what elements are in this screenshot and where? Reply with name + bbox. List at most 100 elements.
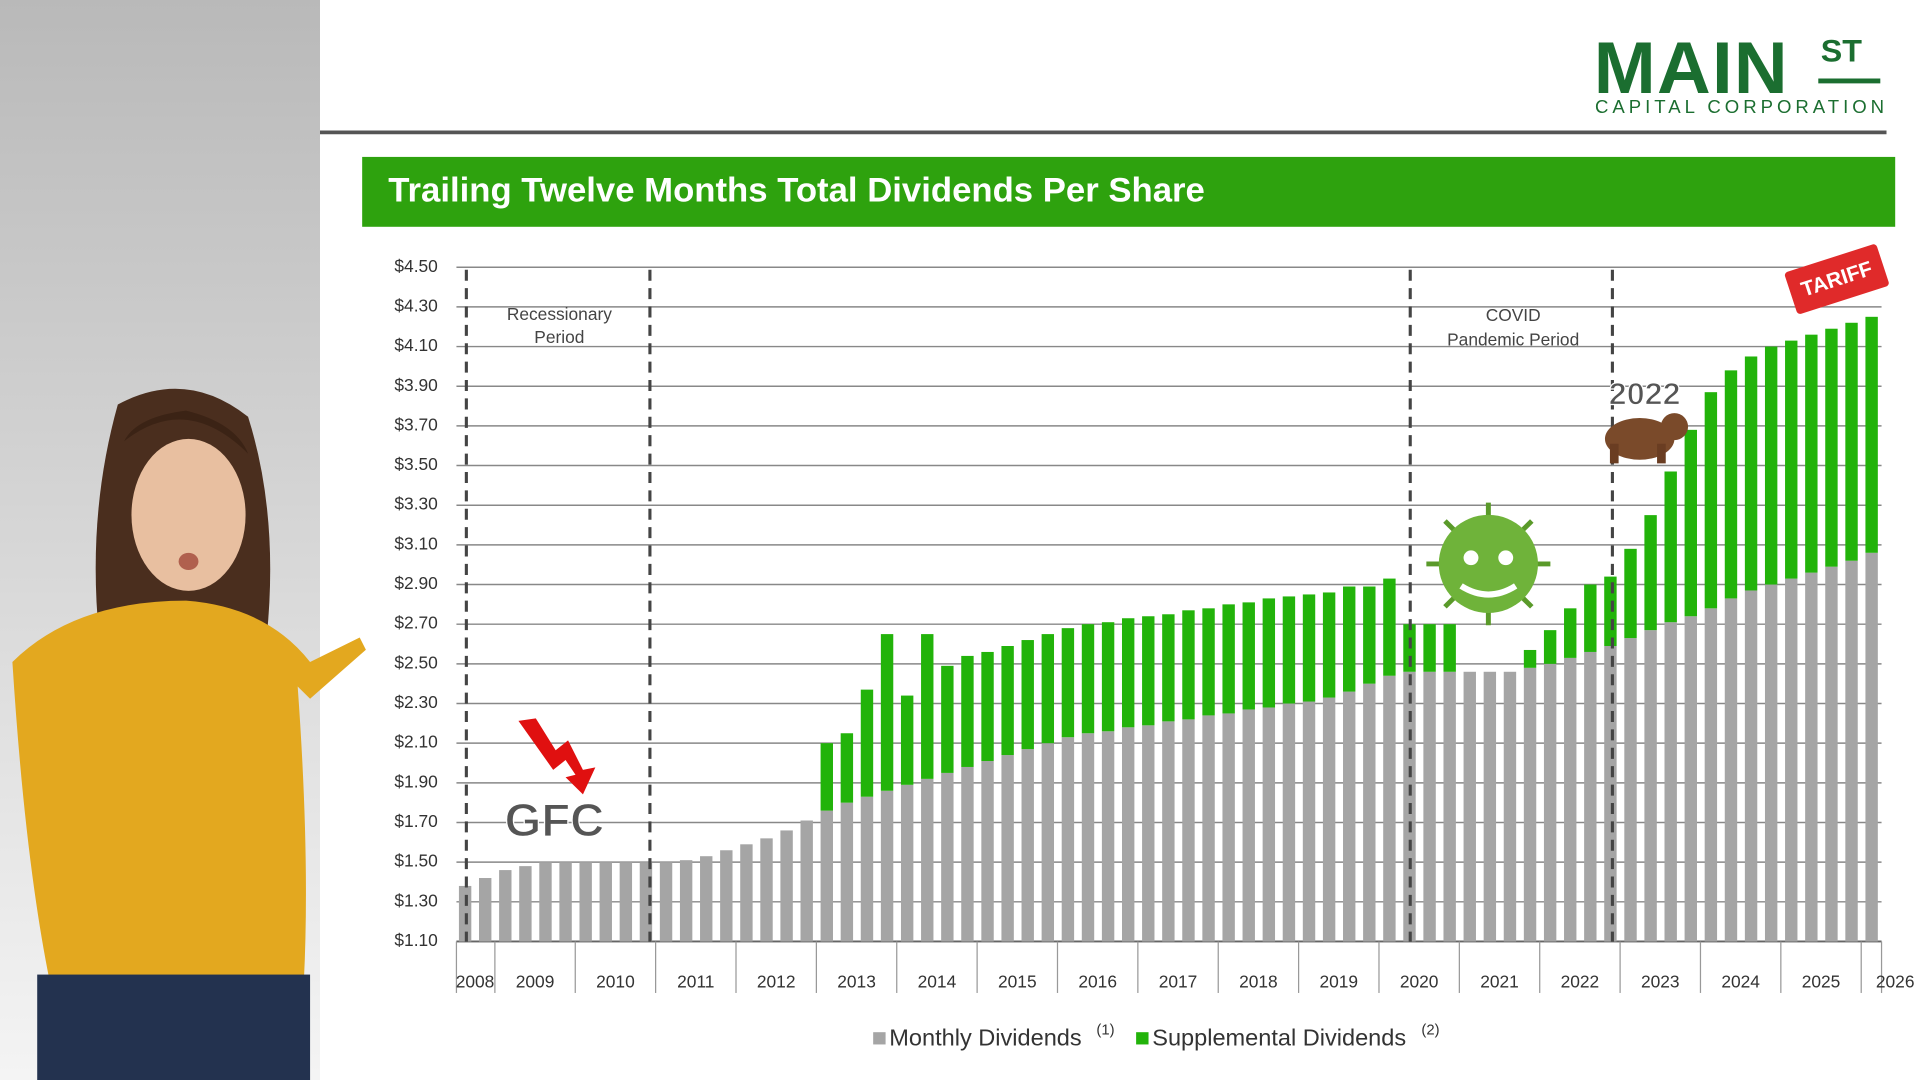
bar-segment <box>1604 646 1617 942</box>
legend: Monthly Dividends (1) Supplemental Dividen… <box>873 1023 1440 1051</box>
bar-segment <box>820 810 833 942</box>
bar-segment <box>1262 707 1276 942</box>
bar-segment <box>499 870 512 942</box>
bar-segment <box>1001 646 1014 756</box>
bar-segment <box>1322 592 1336 698</box>
bar-segment <box>1523 667 1537 942</box>
bar-segment <box>1704 392 1718 609</box>
bar-segment <box>659 862 673 942</box>
chart-title: Trailing Twelve Months Total Dividends P… <box>388 172 1205 210</box>
bar-segment <box>1182 610 1195 720</box>
bar-segment <box>1724 598 1738 942</box>
bar-segment <box>1543 630 1557 664</box>
bar-segment <box>1684 429 1697 617</box>
bar-segment <box>1744 356 1758 591</box>
y-tick-label: $1.90 <box>394 771 437 791</box>
x-tick-label: 2014 <box>918 972 957 992</box>
bar-segment <box>1343 586 1356 692</box>
y-tick-label: $4.50 <box>394 256 437 276</box>
bar-segment <box>840 802 854 942</box>
bar-segment <box>1503 671 1517 942</box>
y-tick-label: $2.50 <box>394 652 437 672</box>
y-tick-label: $1.70 <box>394 811 437 831</box>
x-tick-label: 2026 <box>1876 972 1915 992</box>
bar-segment <box>1684 616 1697 942</box>
bar-segment <box>1443 671 1456 942</box>
bar-segment <box>900 695 914 785</box>
y-tick-label: $1.30 <box>394 890 437 910</box>
y-tick-label: $2.10 <box>394 732 437 752</box>
bar-segment <box>1202 608 1215 716</box>
y-tick-label: $3.30 <box>394 494 437 514</box>
x-tick-label: 2016 <box>1078 972 1117 992</box>
x-tick-label: 2022 <box>1561 972 1600 992</box>
bar-segment <box>1443 624 1456 672</box>
bar-segment <box>1564 608 1577 658</box>
bar-segment <box>1262 598 1276 708</box>
bar-segment <box>1021 640 1034 750</box>
bar-segment <box>941 665 954 773</box>
logo-subtitle: CAPITAL CORPORATION <box>1595 96 1888 117</box>
y-tick-label: $2.30 <box>394 692 437 712</box>
y-tick-label: $4.10 <box>394 335 437 355</box>
bar-segment <box>619 862 633 942</box>
bar-segment <box>1644 515 1657 631</box>
y-tick-label: $2.70 <box>394 613 437 633</box>
bar-segment <box>1282 596 1296 704</box>
bar-segment <box>981 761 994 942</box>
annotation: 2022 <box>1609 376 1681 412</box>
bar-segment <box>1302 701 1316 942</box>
bar-segment <box>1584 584 1597 652</box>
x-tick-label: 2013 <box>837 972 876 992</box>
x-tick-label: 2018 <box>1239 972 1278 992</box>
bar-segment <box>1845 322 1858 561</box>
legend-swatch <box>1136 1032 1149 1045</box>
bar-segment <box>1483 671 1497 942</box>
bar-segment <box>1162 721 1175 942</box>
bar-segment <box>1664 471 1677 623</box>
bar-segment <box>1162 614 1175 722</box>
bar-segment <box>941 772 954 942</box>
bar-segment <box>1785 578 1798 942</box>
legend-swatch <box>873 1032 886 1045</box>
bar-segment <box>579 862 592 942</box>
logo: MAIN <box>1594 27 1789 110</box>
bar-segment <box>1744 590 1758 942</box>
bar-segment <box>1865 552 1878 942</box>
bar-segment <box>840 733 854 803</box>
x-tick-label: 2009 <box>516 972 555 992</box>
bar-segment <box>1282 703 1296 942</box>
bar-segment <box>740 844 753 942</box>
virus-icon <box>1426 502 1551 626</box>
bar-segment <box>1664 622 1677 942</box>
logo-superscript: ST <box>1821 32 1863 68</box>
bar-segment <box>1142 616 1155 726</box>
bar-segment <box>1121 727 1135 942</box>
bar-segment <box>700 856 713 942</box>
bar-segment <box>1041 743 1055 942</box>
bear-icon <box>1604 413 1689 464</box>
y-tick-label: $4.30 <box>394 296 437 316</box>
period-dividers <box>464 269 1614 942</box>
bar-segment <box>1764 346 1778 585</box>
bar-segment <box>760 838 773 942</box>
x-tick-label: 2024 <box>1721 972 1760 992</box>
bar-segment <box>1805 572 1818 942</box>
y-tick-label: $1.50 <box>394 851 437 871</box>
bar-segment <box>1242 602 1255 710</box>
plot: $1.10 $1.30 $1.50 $1.70 $1.90 $2.10 $2.30 $2.50… <box>394 256 1914 993</box>
bar-segment <box>1584 651 1597 942</box>
bar-segment <box>921 634 934 779</box>
bar-segment <box>1624 638 1637 942</box>
bar-segment <box>1061 628 1075 738</box>
bar-segment <box>1041 634 1055 744</box>
x-tick-label: 2010 <box>596 972 635 992</box>
y-tick-label: $3.50 <box>394 454 437 474</box>
bar-segment <box>1704 608 1718 942</box>
bar-segment <box>780 830 793 942</box>
bar-segment <box>1825 566 1838 942</box>
bar-segment <box>1423 624 1436 672</box>
bar-segment <box>1604 576 1617 647</box>
bar-segment <box>1383 578 1396 676</box>
